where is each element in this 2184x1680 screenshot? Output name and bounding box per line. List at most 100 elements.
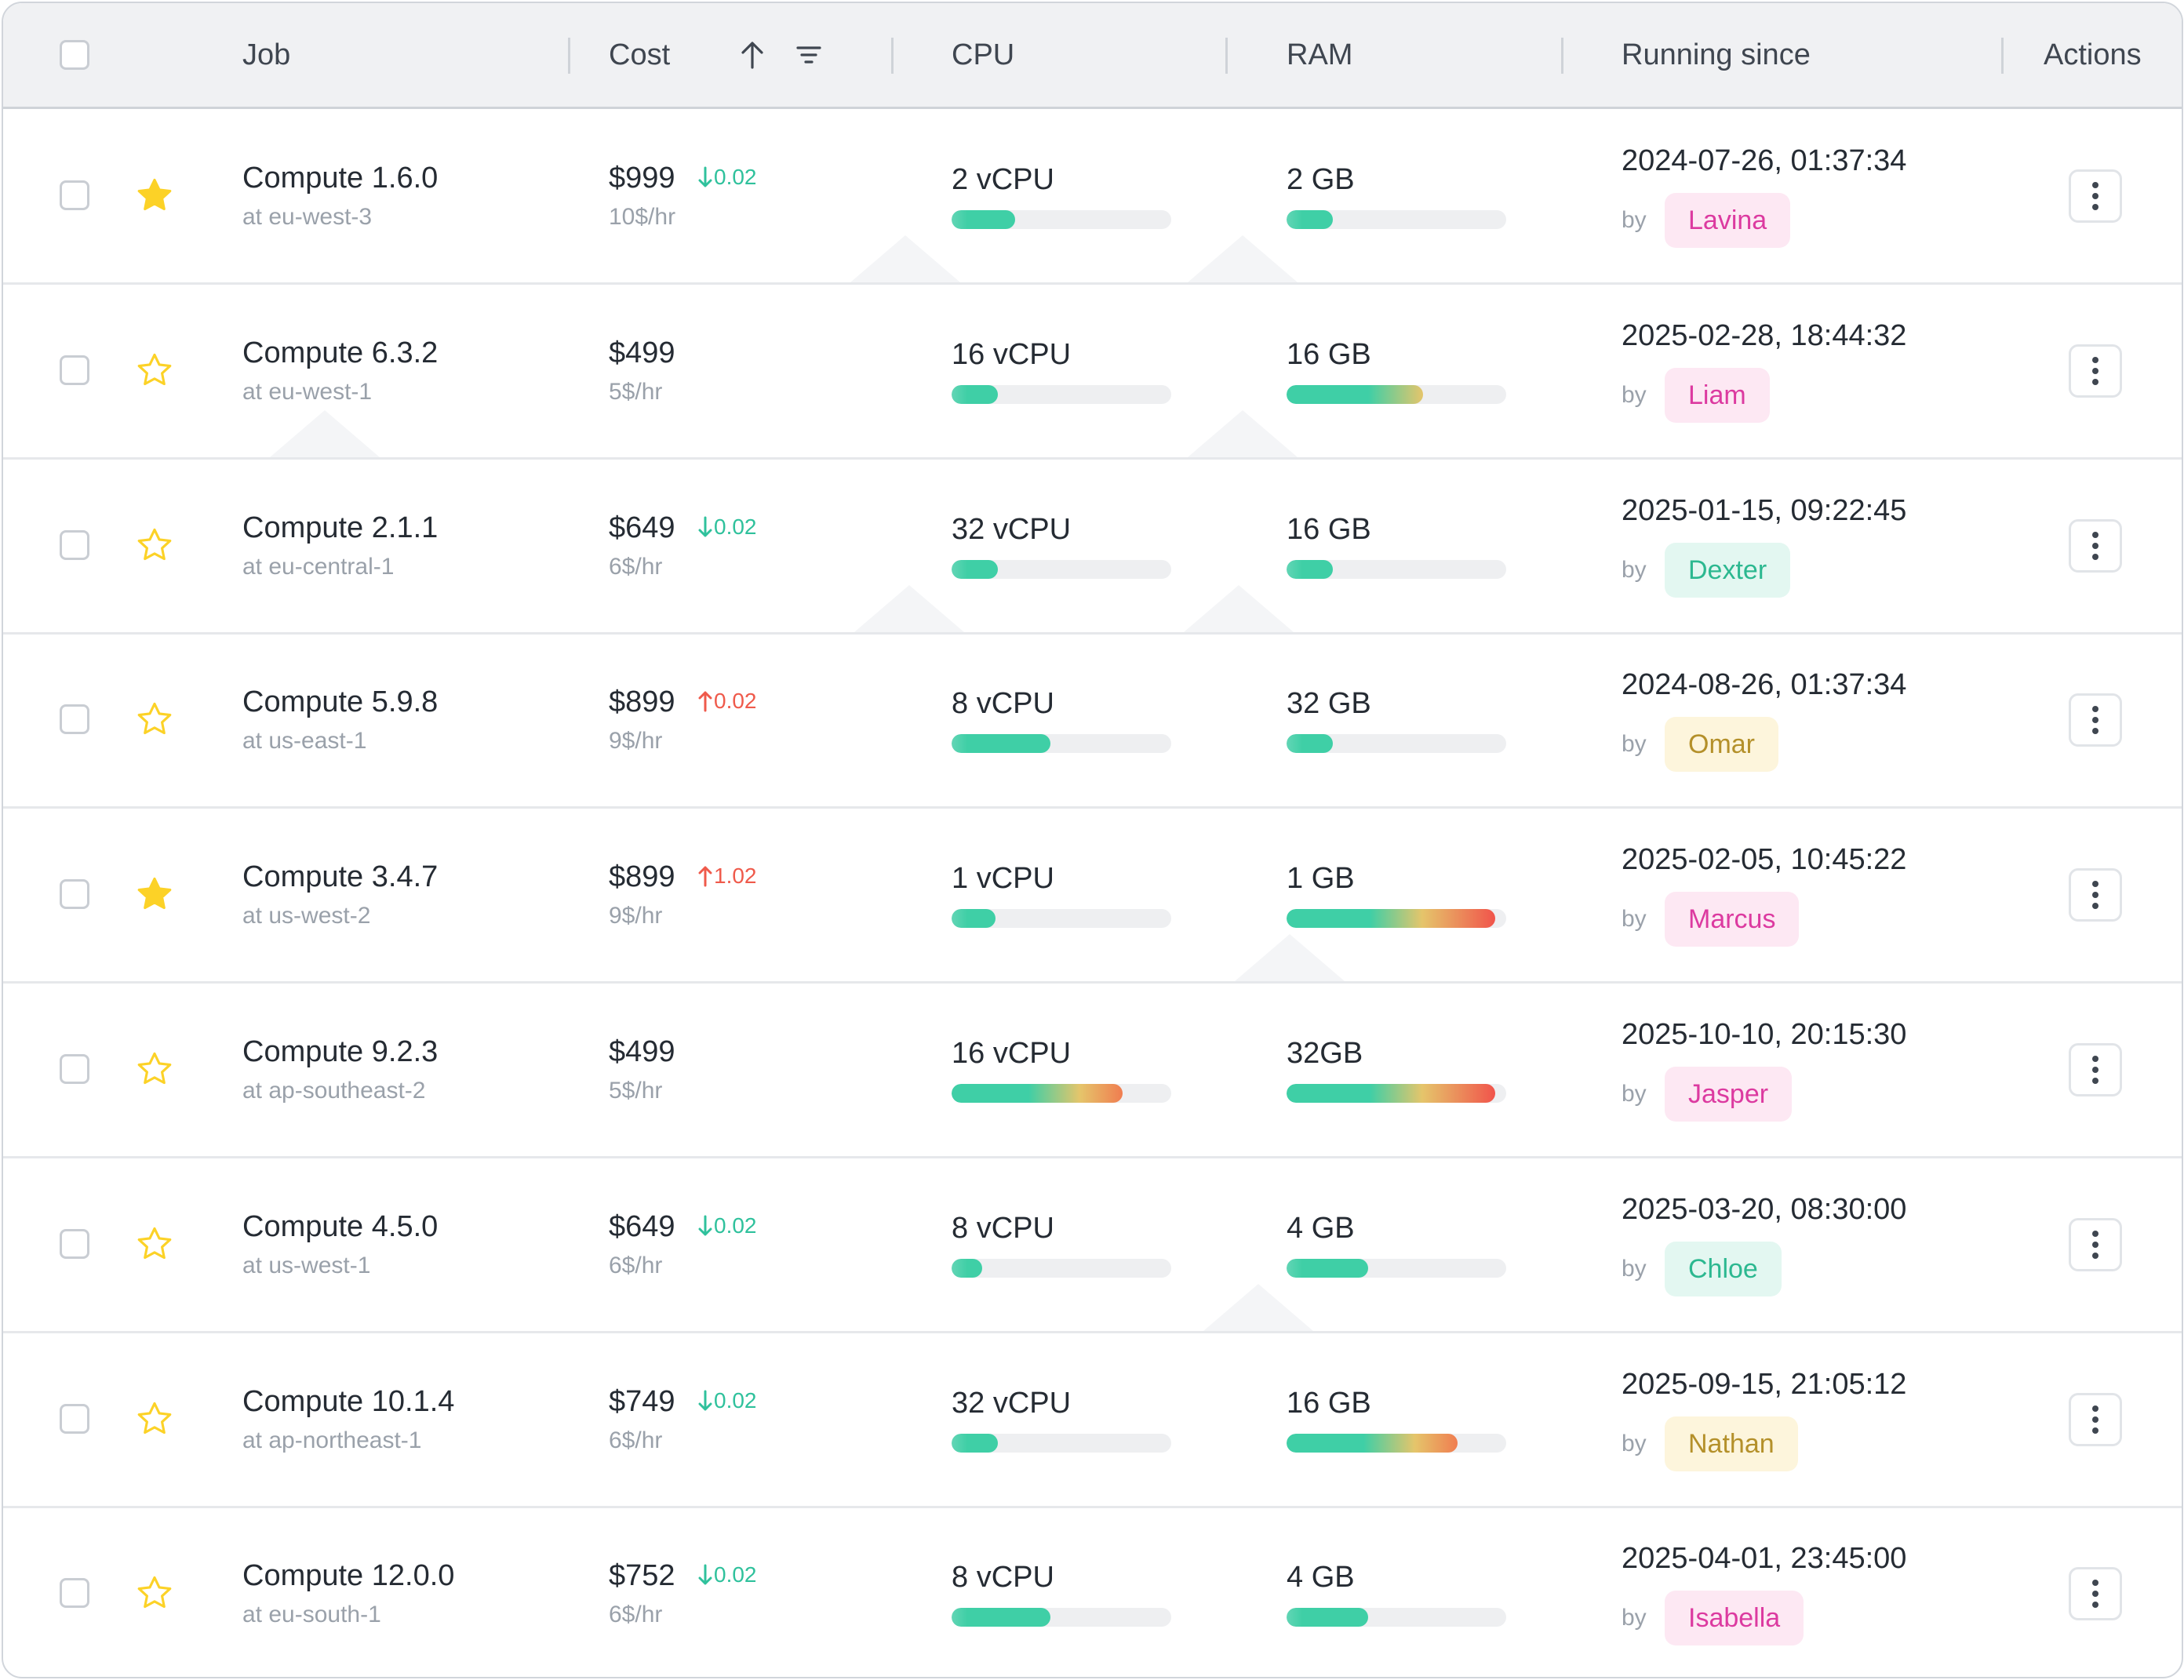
table-row[interactable]: Compute 3.4.7 at us-west-2 $899 9$/hr 1.02 1 … [3,807,2182,984]
more-actions-button[interactable] [2069,1218,2122,1271]
star-filled-icon[interactable] [135,875,174,914]
user-badge[interactable]: Liam [1665,368,1770,423]
star-outline-icon[interactable] [135,525,174,565]
user-badge[interactable]: Lavina [1665,193,1791,248]
column-header-ram[interactable]: RAM [1287,38,1353,71]
ram-value: 2 GB [1287,163,1355,196]
column-divider[interactable] [2001,38,2004,74]
column-divider[interactable] [568,38,570,74]
by-label: by [1622,557,1647,583]
cpu-value: 32 vCPU [952,513,1072,546]
cost-delta-value: 0.02 [714,1388,757,1413]
user-badge[interactable]: Nathan [1665,1416,1798,1471]
decorative-shape [1235,934,1345,981]
filter-icon[interactable] [795,3,822,107]
cost-value: $649 [609,511,675,544]
more-vertical-icon [2092,1580,2098,1608]
cpu-usage-fill [952,1434,998,1453]
dot [2092,1056,2098,1062]
star-outline-icon[interactable] [135,700,174,739]
more-actions-button[interactable] [2069,1043,2122,1096]
job-name: Compute 1.6.0 [242,162,439,195]
more-actions-button[interactable] [2069,169,2122,223]
star-outline-icon[interactable] [135,1399,174,1438]
column-divider[interactable] [1225,38,1228,74]
ram-usage-fill [1287,1259,1368,1278]
cpu-usage-bar [952,210,1171,229]
table-row[interactable]: Compute 4.5.0 at us-west-1 $649 6$/hr 0.02 8 … [3,1157,2182,1333]
cpu-value: 1 vCPU [952,862,1054,895]
user-badge[interactable]: Marcus [1665,892,1800,947]
running-since-timestamp: 2024-08-26, 01:37:34 [1622,668,1907,701]
column-divider[interactable] [891,38,894,74]
star-outline-icon[interactable] [135,1224,174,1264]
column-header-job[interactable]: Job [242,38,291,71]
column-header-cost[interactable]: Cost [609,38,671,71]
table-row[interactable]: Compute 5.9.8 at us-east-1 $899 9$/hr 0.02 8 … [3,632,2182,809]
star-outline-icon[interactable] [135,1049,174,1089]
cpu-usage-fill [952,1608,1050,1627]
table-row[interactable]: Compute 10.1.4 at ap-northeast-1 $749 6$/hr… [3,1332,2182,1508]
star-outline-icon[interactable] [135,351,174,390]
user-badge[interactable]: Chloe [1665,1242,1782,1296]
table-row[interactable]: Compute 9.2.3 at ap-southeast-2 $499 5$/hr 1… [3,982,2182,1158]
cpu-usage-fill [952,909,996,928]
decorative-shape [270,410,380,457]
row-checkbox[interactable] [60,355,89,385]
row-checkbox[interactable] [60,1578,89,1608]
row-checkbox[interactable] [60,180,89,210]
ram-value: 16 GB [1287,1387,1371,1420]
row-checkbox[interactable] [60,879,89,909]
row-checkbox[interactable] [60,1054,89,1084]
job-name: Compute 3.4.7 [242,860,439,893]
by-label: by [1622,382,1647,408]
job-location: at ap-northeast-1 [242,1427,422,1453]
user-badge[interactable]: Isabella [1665,1591,1804,1645]
more-actions-button[interactable] [2069,868,2122,922]
dot [2092,554,2098,560]
ram-usage-fill [1287,909,1495,928]
ram-usage-bar [1287,734,1506,753]
cost-delta-down: 0.02 [698,1562,757,1587]
cpu-usage-bar [952,1434,1171,1453]
cpu-value: 8 vCPU [952,687,1054,720]
star-filled-icon[interactable] [135,176,174,215]
more-actions-button[interactable] [2069,1567,2122,1620]
job-name: Compute 2.1.1 [242,511,439,544]
row-checkbox[interactable] [60,1229,89,1259]
user-badge[interactable]: Omar [1665,717,1778,772]
more-actions-button[interactable] [2069,693,2122,747]
cost-delta-up: 0.02 [698,689,757,714]
row-checkbox[interactable] [60,704,89,734]
ram-value: 4 GB [1287,1212,1355,1245]
arrow-down-icon [698,1214,712,1238]
dot [2092,728,2098,734]
cpu-usage-fill [952,210,1016,229]
user-badge[interactable]: Jasper [1665,1067,1793,1122]
row-checkbox[interactable] [60,530,89,560]
column-divider[interactable] [1561,38,1563,74]
more-actions-button[interactable] [2069,519,2122,573]
dot [2092,892,2098,898]
table-row[interactable]: Compute 2.1.1 at eu-central-1 $649 6$/hr 0.0… [3,458,2182,635]
arrow-up-icon [698,689,712,713]
select-all-checkbox[interactable] [60,40,89,70]
ram-usage-fill [1287,1084,1495,1103]
dot [2092,368,2098,374]
table-row[interactable]: Compute 12.0.0 at eu-south-1 $752 6$/hr 0.02… [3,1506,2182,1677]
running-since-timestamp: 2025-02-05, 10:45:22 [1622,843,1907,876]
more-actions-button[interactable] [2069,344,2122,398]
arrow-down-icon [698,1563,712,1587]
more-actions-button[interactable] [2069,1393,2122,1446]
dot [2092,357,2098,363]
row-checkbox[interactable] [60,1404,89,1434]
running-since-timestamp: 2024-07-26, 01:37:34 [1622,144,1907,177]
arrow-down-icon [698,515,712,539]
column-header-cpu[interactable]: CPU [952,38,1015,71]
column-header-running-since[interactable]: Running since [1622,38,1811,71]
sort-ascending-icon[interactable] [739,3,766,107]
user-badge[interactable]: Dexter [1665,543,1791,598]
table-row[interactable]: Compute 6.3.2 at eu-west-1 $499 5$/hr 16 vCP… [3,283,2182,460]
table-row[interactable]: Compute 1.6.0 at eu-west-3 $999 10$/hr 0.02 2… [3,108,2182,285]
star-outline-icon[interactable] [135,1573,174,1613]
